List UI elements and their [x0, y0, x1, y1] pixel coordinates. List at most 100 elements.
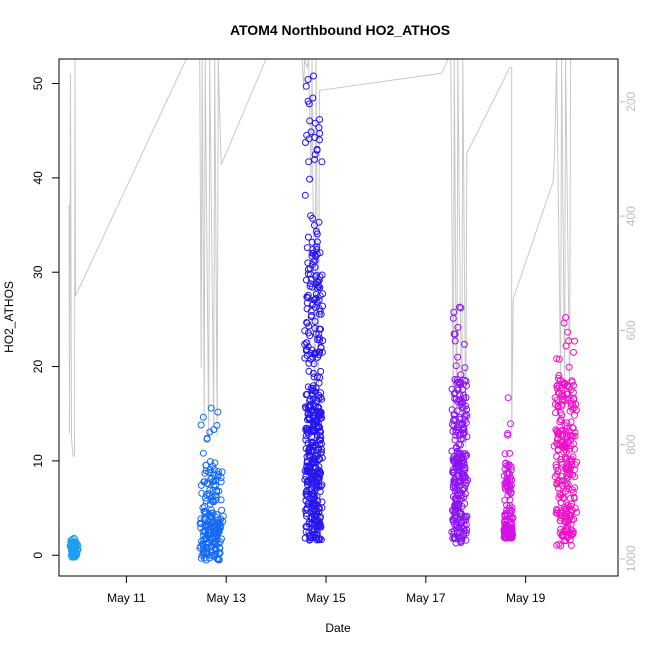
data-point: [314, 449, 321, 457]
data-point: [200, 507, 208, 515]
data-point: [316, 441, 324, 449]
data-point: [565, 485, 573, 493]
data-point: [317, 344, 325, 352]
data-point: [458, 519, 466, 527]
data-point: [315, 276, 323, 284]
data-point: [570, 404, 578, 412]
data-point: [458, 404, 466, 412]
data-point: [309, 94, 317, 102]
data-point: [305, 463, 313, 471]
data-point: [562, 314, 570, 321]
data-point: [306, 117, 314, 125]
data-point: [451, 459, 459, 467]
data-point: [452, 495, 460, 503]
data-point: [210, 540, 218, 548]
data-point: [451, 520, 459, 528]
data-point: [310, 455, 318, 463]
data-point: [550, 442, 558, 450]
data-point: [555, 494, 563, 502]
data-point: [318, 504, 326, 512]
data-point: [451, 337, 459, 345]
data-point: [310, 296, 318, 304]
data-point: [459, 470, 467, 478]
data-point: [302, 488, 310, 496]
data-point: [311, 303, 319, 311]
data-point: [310, 360, 318, 368]
data-point: [312, 253, 320, 260]
data-point: [207, 404, 215, 412]
pressure-trace-line: [68, 59, 572, 474]
data-point: [211, 520, 219, 528]
data-point: [313, 228, 320, 235]
data-point: [215, 556, 223, 564]
data-point: [567, 509, 575, 517]
data-point: [311, 295, 319, 303]
data-point: [571, 473, 579, 481]
data-point: [460, 493, 468, 501]
data-point: [306, 451, 314, 459]
data-point: [315, 124, 323, 132]
data-point: [556, 418, 564, 426]
data-point: [463, 412, 471, 420]
data-point: [458, 459, 466, 467]
data-point: [507, 519, 514, 527]
data-point: [315, 476, 323, 484]
data-point: [456, 432, 463, 440]
data-point: [458, 511, 466, 518]
data-point: [566, 407, 574, 415]
secondary-tick-label: 800: [624, 434, 638, 454]
data-point: [452, 539, 460, 547]
data-point: [454, 448, 461, 456]
data-point: [569, 529, 577, 537]
data-point: [305, 425, 313, 433]
data-point: [310, 427, 318, 435]
data-point: [451, 475, 459, 483]
data-point: [212, 481, 220, 489]
secondary-tick-label: 600: [624, 320, 638, 340]
data-point: [318, 158, 326, 166]
data-point: [462, 419, 470, 427]
data-point: [307, 307, 315, 315]
data-point: [459, 485, 467, 493]
data-point: [302, 391, 310, 399]
data-point: [315, 483, 323, 491]
data-point: [205, 490, 213, 498]
data-point: [554, 467, 562, 475]
data-point: [217, 474, 225, 482]
data-point: [303, 319, 311, 326]
data-point: [454, 353, 462, 361]
data-point: [315, 505, 323, 513]
data-point: [461, 490, 469, 498]
data-point: [449, 427, 457, 435]
data-point: [201, 502, 209, 510]
data-point: [311, 119, 319, 127]
data-point: [302, 436, 310, 444]
data-point: [214, 540, 222, 548]
data-point: [451, 480, 459, 487]
data-point: [307, 403, 315, 410]
data-point: [462, 529, 470, 537]
data-point: [309, 369, 317, 377]
data-point: [460, 477, 468, 485]
data-point: [218, 506, 226, 514]
data-point: [456, 461, 464, 469]
series-flight-may-18: [500, 394, 517, 542]
data-point: [302, 506, 310, 514]
data-point: [304, 329, 312, 337]
data-point: [561, 422, 569, 430]
data-point: [459, 420, 467, 428]
data-point: [557, 542, 565, 550]
data-point: [301, 327, 309, 335]
series-flight-may-19: [550, 314, 581, 550]
data-point: [571, 504, 579, 512]
data-point: [304, 294, 312, 302]
data-point: [564, 526, 572, 534]
data-point: [450, 330, 458, 338]
data-point: [307, 128, 315, 136]
data-point: [202, 461, 210, 469]
data-point: [461, 500, 469, 508]
data-point: [568, 377, 576, 385]
data-point: [450, 417, 457, 425]
data-point: [211, 492, 219, 500]
